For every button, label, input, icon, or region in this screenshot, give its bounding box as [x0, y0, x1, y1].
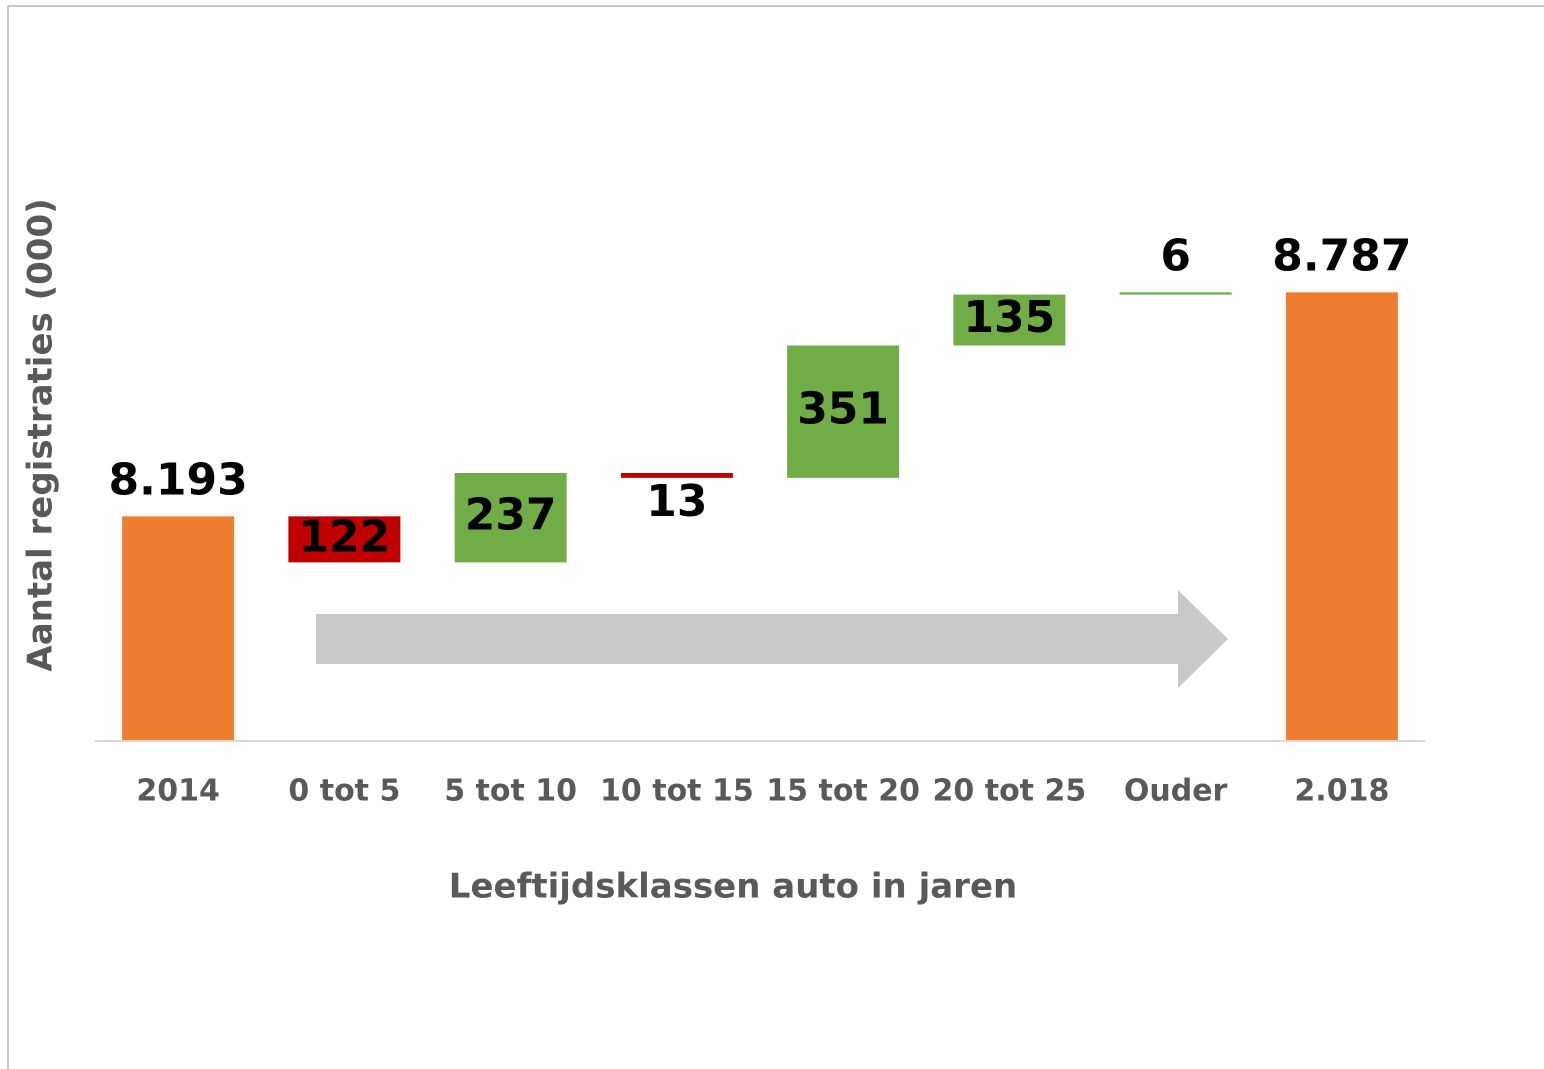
bar [953, 294, 1066, 346]
trend-arrow [316, 590, 1228, 688]
value-label: 8.193 [109, 454, 248, 505]
value-label: 351 [797, 384, 889, 435]
value-label: 237 [465, 490, 557, 541]
x-tick-label: 15 tot 20 [766, 774, 920, 809]
x-tick-label: 20 tot 25 [933, 774, 1087, 809]
x-tick-label: 2014 [136, 774, 220, 809]
bar [620, 472, 733, 478]
value-label: 8.787 [1272, 230, 1411, 281]
x-tick-label: Ouder [1124, 774, 1228, 809]
bar [454, 472, 567, 563]
bar [122, 516, 235, 740]
x-tick-label: 10 tot 15 [600, 774, 754, 809]
value-label: 6 [1160, 230, 1191, 281]
x-axis-title: Leeftijdsklassen auto in jaren [449, 867, 1017, 907]
bar [1119, 292, 1232, 295]
x-tick-label: 5 tot 10 [444, 774, 577, 809]
value-label: 135 [963, 292, 1055, 343]
bar [787, 345, 900, 478]
x-tick-label: 0 tot 5 [288, 774, 400, 809]
bar [288, 516, 401, 563]
value-label: 13 [646, 476, 707, 527]
value-label: 122 [298, 511, 390, 562]
x-tick-label: 2.018 [1294, 774, 1389, 809]
y-axis-title: Aantal registraties (000) [21, 198, 61, 671]
bar [1285, 292, 1398, 740]
